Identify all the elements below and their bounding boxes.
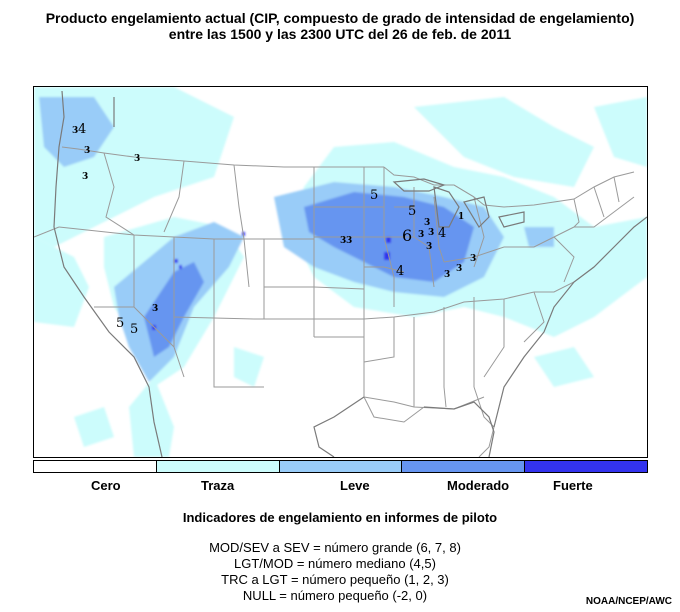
pilot-report-marker: 3 <box>152 304 158 314</box>
pilot-report-marker: 3 <box>470 254 476 264</box>
pilot-report-marker: 3 <box>82 172 88 182</box>
pirep-legend-lines: MOD/SEV a SEV = número grande (6, 7, 8) … <box>0 540 670 604</box>
chart-title: Producto engelamiento actual (CIP, compu… <box>0 10 680 42</box>
legend-label-cero: Cero <box>91 478 121 493</box>
pilot-report-marker: 3 <box>424 218 430 228</box>
legend-color-bar <box>33 460 648 473</box>
pilot-report-marker: 5 <box>370 188 378 203</box>
pirep-line: TRC a LGT = número pequeño (1, 2, 3) <box>221 572 449 587</box>
legend-label-fuerte: Fuerte <box>553 478 593 493</box>
pilot-report-marker: 3 <box>444 270 450 280</box>
pirep-line: LGT/MOD = número mediano (4,5) <box>234 556 436 571</box>
pilot-report-marker: 3 <box>134 154 140 164</box>
pilot-report-marker: 3 <box>340 236 346 246</box>
title-line-1: Producto engelamiento actual (CIP, compu… <box>45 10 635 26</box>
pilot-report-marker: 3 <box>426 242 432 252</box>
pilot-report-marker: 6 <box>402 226 412 245</box>
legend-swatch-cero <box>34 461 157 472</box>
pilot-report-marker: 4 <box>396 264 404 279</box>
legend-labels: Cero Traza Leve Moderado Fuerte <box>33 478 646 494</box>
legend-swatch-traza <box>156 461 280 472</box>
legend-label-traza: Traza <box>201 478 235 493</box>
pilot-report-marker: 5 <box>130 322 138 337</box>
credit-label: NOAA/NCEP/AWC <box>585 596 672 607</box>
pilot-report-marker: 4 <box>438 226 446 241</box>
legend-swatch-fuerte <box>525 461 647 472</box>
pirep-line: MOD/SEV a SEV = número grande (6, 7, 8) <box>209 540 461 555</box>
pilot-report-marker: 3 <box>346 236 352 246</box>
legend-swatch-moderado <box>402 461 526 472</box>
title-line-2: entre las 1500 y las 2300 UTC del 26 de … <box>168 26 512 42</box>
pilot-report-marker: 3 <box>456 264 462 274</box>
pilot-report-marker: 3 <box>84 146 90 156</box>
pilot-report-marker: 1 <box>458 212 464 222</box>
state-boundaries <box>34 146 635 457</box>
pilot-report-marker: 3 <box>418 230 424 240</box>
legend-swatch-leve <box>279 461 403 472</box>
pilot-report-marker: 5 <box>116 316 124 331</box>
pilot-report-marker: 3 <box>72 126 78 136</box>
pilot-report-marker: 5 <box>408 204 416 219</box>
pirep-line: NULL = número pequeño (-2, 0) <box>242 588 428 603</box>
coastlines <box>53 90 647 457</box>
pilot-report-marker: 4 <box>78 122 86 137</box>
legend-label-leve: Leve <box>340 478 370 493</box>
pirep-legend-title: Indicadores de engelamiento en informes … <box>182 510 498 525</box>
pilot-report-marker: 3 <box>428 228 434 238</box>
legend-label-moderado: Moderado <box>447 478 510 493</box>
